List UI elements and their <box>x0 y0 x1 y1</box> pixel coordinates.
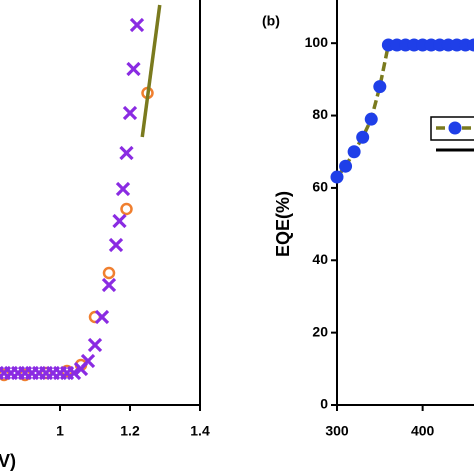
point <box>330 170 344 184</box>
y-tick-label: 80 <box>312 106 328 122</box>
legend <box>430 116 474 141</box>
point <box>356 130 370 144</box>
point <box>467 38 474 52</box>
x-axis-title: V) <box>0 451 16 471</box>
series-line <box>140 4 162 138</box>
point <box>112 213 127 229</box>
x-tick-label: 1 <box>56 423 64 439</box>
series <box>0 17 145 381</box>
series <box>330 38 474 184</box>
y-axis-title: EQE(%) <box>273 191 293 257</box>
x-tick-label: 300 <box>325 423 349 439</box>
point <box>364 112 378 126</box>
y-tick-label: 20 <box>312 323 328 339</box>
y-tick-label: 40 <box>312 251 328 267</box>
x-tick-label: 1.4 <box>190 423 210 439</box>
series <box>0 86 154 382</box>
panel-label: (b) <box>262 13 280 29</box>
x-tick-label: 1.2 <box>120 423 140 439</box>
point <box>126 61 141 77</box>
series <box>140 4 162 138</box>
point <box>94 309 110 325</box>
point <box>66 365 82 381</box>
point <box>108 237 124 253</box>
y-tick-label: 60 <box>312 179 328 195</box>
point <box>80 353 96 369</box>
point <box>339 159 353 173</box>
point <box>115 181 131 197</box>
y-tick-label: 100 <box>305 34 329 50</box>
legend-marker <box>448 121 462 135</box>
x-tick-label: 400 <box>411 423 435 439</box>
point <box>122 105 138 121</box>
point <box>101 277 117 293</box>
point <box>120 202 133 216</box>
y-tick-label: 0 <box>320 396 328 412</box>
point <box>129 17 145 33</box>
point <box>102 266 116 280</box>
point <box>373 80 387 94</box>
point <box>87 337 103 353</box>
point <box>119 145 134 161</box>
point <box>347 145 361 159</box>
